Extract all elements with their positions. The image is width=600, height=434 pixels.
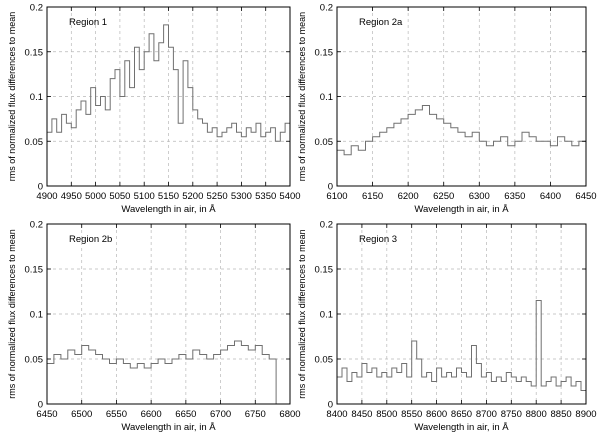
x-tick-label: 6450 bbox=[575, 191, 596, 202]
x-tick-label: 8900 bbox=[575, 409, 596, 420]
x-tick-label: 5100 bbox=[134, 191, 155, 202]
x-tick-label: 6450 bbox=[36, 409, 57, 420]
x-tick-label: 6600 bbox=[141, 409, 162, 420]
series-line bbox=[337, 105, 587, 156]
x-tick-label: 5050 bbox=[109, 191, 130, 202]
x-tick-label: 6650 bbox=[175, 409, 196, 420]
x-tick-label: 8650 bbox=[451, 409, 472, 420]
y-tick-label: 0.05 bbox=[315, 355, 334, 366]
series-line bbox=[47, 340, 277, 404]
y-axis-label: rms of normalized flux differences to me… bbox=[297, 229, 307, 398]
x-tick-label: 6200 bbox=[398, 191, 419, 202]
x-tick-label: 5250 bbox=[207, 191, 228, 202]
y-axis-label: rms of normalized flux differences to me… bbox=[7, 12, 17, 181]
x-tick-label: 8750 bbox=[501, 409, 522, 420]
y-tick-label: 0.05 bbox=[315, 137, 334, 148]
x-tick-label: 4950 bbox=[61, 191, 82, 202]
x-tick-label: 8450 bbox=[351, 409, 372, 420]
y-tick-label: 0.1 bbox=[320, 92, 333, 103]
x-tick-label: 6400 bbox=[540, 191, 561, 202]
series-line bbox=[47, 24, 291, 142]
y-axis-label: rms of normalized flux differences to me… bbox=[7, 229, 17, 398]
y-tick-label: 0 bbox=[328, 400, 333, 411]
y-tick-label: 0 bbox=[38, 400, 43, 411]
y-tick-label: 0 bbox=[38, 182, 43, 193]
chart-panel-2: 6100 6150 6200 6250 6300 6350 6400 6450 0 0.05 0.1… bbox=[297, 3, 597, 216]
x-tick-label: 5300 bbox=[231, 191, 252, 202]
x-tick-label: 6500 bbox=[71, 409, 92, 420]
x-tick-label: 5200 bbox=[182, 191, 203, 202]
x-tick-label: 4900 bbox=[36, 191, 57, 202]
x-tick-label: 6250 bbox=[433, 191, 454, 202]
x-tick-label: 6750 bbox=[245, 409, 266, 420]
y-tick-label: 0.15 bbox=[25, 47, 44, 58]
x-axis-label: Wavelength in air, in Å bbox=[121, 204, 216, 215]
x-tick-label: 5000 bbox=[85, 191, 106, 202]
y-tick-label: 0.15 bbox=[315, 265, 334, 276]
y-tick-label: 0.1 bbox=[30, 92, 43, 103]
x-tick-label: 6550 bbox=[106, 409, 127, 420]
y-tick-label: 0.2 bbox=[30, 220, 43, 231]
x-tick-label: 6700 bbox=[210, 409, 231, 420]
y-tick-label: 0.15 bbox=[315, 47, 334, 58]
x-tick-label: 5150 bbox=[158, 191, 179, 202]
y-axis-label: rms of normalized flux differences to me… bbox=[297, 12, 307, 181]
x-tick-label: 6150 bbox=[362, 191, 383, 202]
x-axis-label: Wavelength in air, in Å bbox=[414, 422, 509, 433]
x-axis-label: Wavelength in air, in Å bbox=[414, 204, 509, 215]
x-tick-label: 8400 bbox=[326, 409, 347, 420]
x-tick-label: 5350 bbox=[255, 191, 276, 202]
x-tick-label: 6800 bbox=[279, 409, 300, 420]
chart-panel-4: 8400 8450 8500 8550 8600 8650 8700 8750 8800 8850… bbox=[297, 220, 597, 434]
x-tick-label: 8800 bbox=[526, 409, 547, 420]
y-tick-label: 0.05 bbox=[25, 137, 44, 148]
x-tick-label: 6300 bbox=[469, 191, 490, 202]
x-tick-label: 6100 bbox=[326, 191, 347, 202]
y-tick-label: 0.2 bbox=[320, 3, 333, 14]
y-tick-label: 0.15 bbox=[25, 265, 44, 276]
y-tick-label: 0.1 bbox=[320, 310, 333, 321]
region-title: Region 2a bbox=[359, 17, 403, 28]
y-tick-label: 0.1 bbox=[30, 310, 43, 321]
series-line bbox=[337, 300, 587, 391]
x-tick-label: 8850 bbox=[551, 409, 572, 420]
y-tick-label: 0 bbox=[328, 182, 333, 193]
chart-panel-1: 4900 4950 5000 5050 5100 5150 5200 5250 5300 5350… bbox=[7, 3, 301, 216]
region-title: Region 2b bbox=[69, 234, 112, 245]
x-tick-label: 5400 bbox=[279, 191, 300, 202]
y-tick-label: 0.2 bbox=[320, 220, 333, 231]
y-tick-label: 0.05 bbox=[25, 355, 44, 366]
x-tick-label: 8500 bbox=[376, 409, 397, 420]
x-tick-label: 8550 bbox=[401, 409, 422, 420]
x-tick-label: 8600 bbox=[426, 409, 447, 420]
region-title: Region 3 bbox=[359, 234, 397, 245]
x-tick-label: 8700 bbox=[476, 409, 497, 420]
x-tick-label: 6350 bbox=[504, 191, 525, 202]
y-tick-label: 0.2 bbox=[30, 3, 43, 14]
region-title: Region 1 bbox=[69, 17, 107, 28]
chart-panel-3: 6450 6500 6550 6600 6650 6700 6750 6800 0 0.05 0.1… bbox=[7, 220, 301, 434]
x-axis-label: Wavelength in air, in Å bbox=[121, 422, 216, 433]
